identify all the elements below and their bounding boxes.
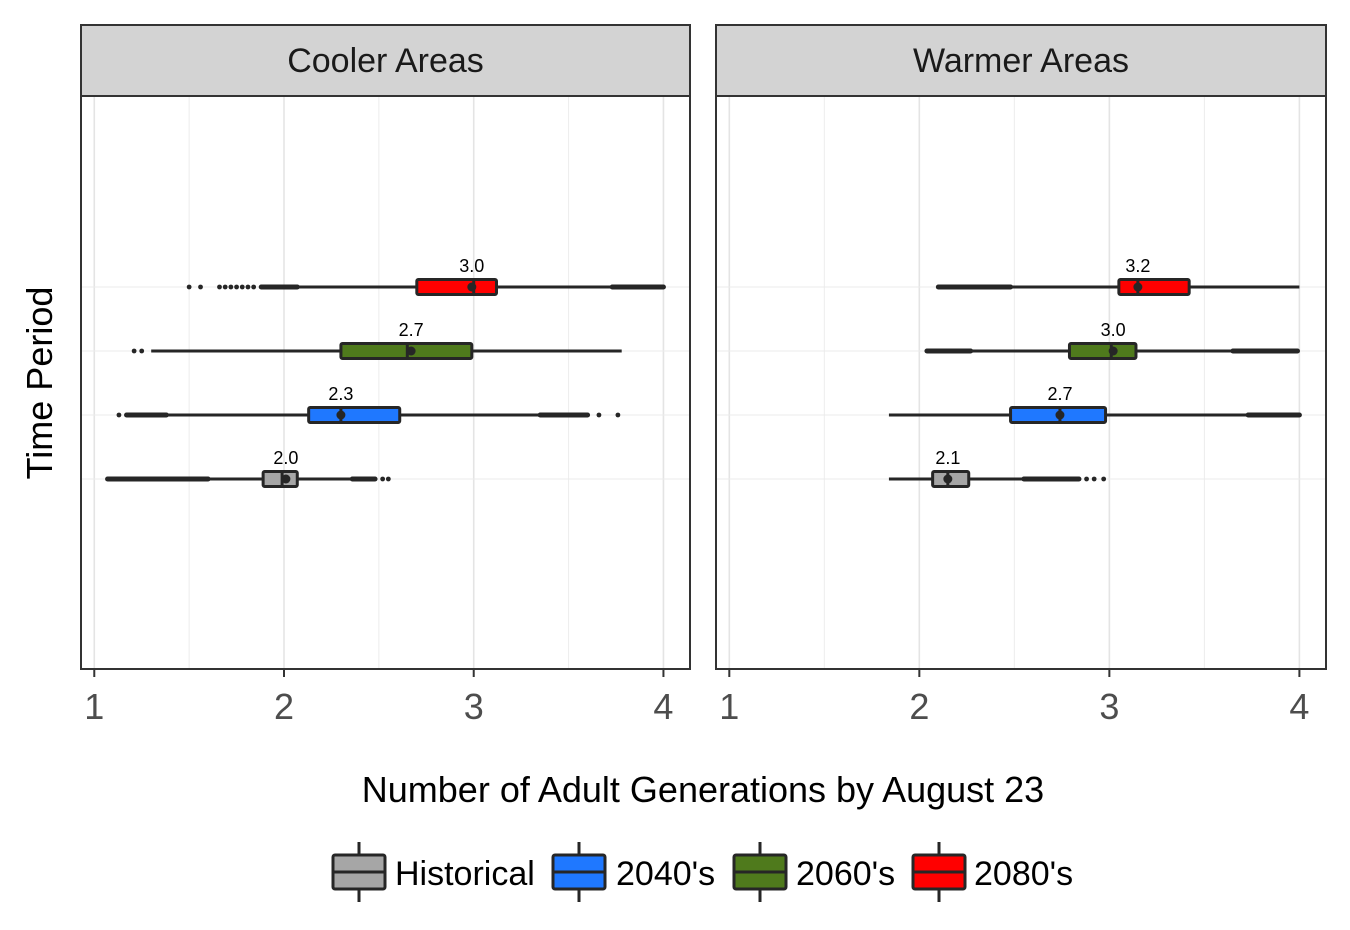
- mean-point: [406, 346, 416, 356]
- outlier-point: [596, 412, 602, 418]
- box-2060's: 3.0: [924, 320, 1300, 360]
- outlier-point: [217, 284, 222, 290]
- legend-label: 2060's: [796, 855, 895, 893]
- legend-item: 2040's: [551, 842, 715, 902]
- legend-item: Historical: [331, 842, 535, 902]
- x-tick-label: 1: [84, 686, 104, 727]
- outlier-point: [116, 412, 122, 418]
- legend-label: 2080's: [974, 855, 1073, 893]
- x-axis-title: Number of Adult Generations by August 23: [362, 769, 1044, 810]
- outlier-point: [139, 348, 145, 354]
- data-label: 2.1: [935, 448, 960, 468]
- outlier-point: [615, 412, 621, 418]
- legend: Historical 2040's 2060's 2080's: [331, 842, 1073, 902]
- data-label: 2.0: [273, 448, 298, 468]
- box: [1117, 278, 1191, 296]
- plot-area: [716, 96, 1326, 669]
- outlier-point: [234, 284, 239, 290]
- panel-0: Cooler Areas 2.0 2.3 2.7 3.0 1 2 3 4: [80, 24, 691, 727]
- legend-label: Historical: [395, 855, 535, 893]
- mean-point: [1055, 410, 1065, 420]
- panel-title: Warmer Areas: [913, 42, 1129, 80]
- x-tick-label: 3: [464, 686, 484, 727]
- legend-label: 2040's: [616, 855, 715, 893]
- x-tick-label: 2: [274, 686, 294, 727]
- panel-border: [80, 95, 691, 670]
- outlier-point: [186, 284, 192, 290]
- panel-strip: [80, 24, 691, 97]
- box: [415, 278, 498, 296]
- y-axis-title: Time Period: [19, 287, 60, 480]
- x-tick-label: 3: [1099, 686, 1119, 727]
- data-label: 2.3: [328, 384, 353, 404]
- plot-area: [81, 96, 690, 669]
- panel-border: [715, 95, 1327, 670]
- outlier-point: [131, 348, 137, 354]
- box-2040's: 2.3: [116, 384, 621, 424]
- outlier-point: [1084, 476, 1089, 482]
- x-tick-label: 4: [1289, 686, 1309, 727]
- box-Historical: 2.1: [888, 448, 1107, 488]
- outlier-point: [385, 476, 391, 482]
- data-label: 2.7: [1047, 384, 1072, 404]
- mean-point: [467, 282, 477, 292]
- box: [261, 470, 299, 488]
- panel-1: Warmer Areas 2.1 2.7 3.0 3.2 1 2 3 4: [715, 24, 1327, 727]
- outlier-point: [380, 476, 386, 482]
- data-label: 3.0: [1101, 320, 1126, 340]
- outlier-point: [251, 284, 257, 290]
- box-2060's: 2.7: [131, 320, 622, 360]
- panel-strip: [715, 24, 1327, 97]
- box: [1067, 342, 1138, 360]
- box-2040's: 2.7: [888, 384, 1302, 424]
- x-tick-label: 4: [653, 686, 673, 727]
- outlier-point: [1101, 476, 1107, 482]
- mean-point: [1133, 282, 1143, 292]
- legend-item: 2060's: [732, 842, 895, 902]
- outlier-point: [222, 284, 228, 290]
- outlier-point: [245, 284, 251, 290]
- x-tick-label: 1: [719, 686, 739, 727]
- outlier-point: [239, 284, 245, 290]
- data-label: 3.2: [1125, 256, 1150, 276]
- box: [307, 406, 402, 424]
- box-2080's: 3.2: [935, 256, 1300, 296]
- outlier-point: [228, 284, 234, 290]
- panel-title: Cooler Areas: [287, 42, 484, 80]
- box-Historical: 2.0: [105, 448, 391, 488]
- mean-point: [1108, 346, 1118, 356]
- mean-point: [281, 474, 291, 484]
- x-tick-label: 2: [909, 686, 929, 727]
- outlier-point: [198, 284, 203, 290]
- mean-point: [943, 474, 953, 484]
- data-label: 3.0: [459, 256, 484, 276]
- data-label: 2.7: [399, 320, 424, 340]
- box-2080's: 3.0: [186, 256, 666, 296]
- legend-item: 2080's: [911, 842, 1073, 902]
- outlier-point: [1091, 476, 1097, 482]
- mean-point: [336, 410, 346, 420]
